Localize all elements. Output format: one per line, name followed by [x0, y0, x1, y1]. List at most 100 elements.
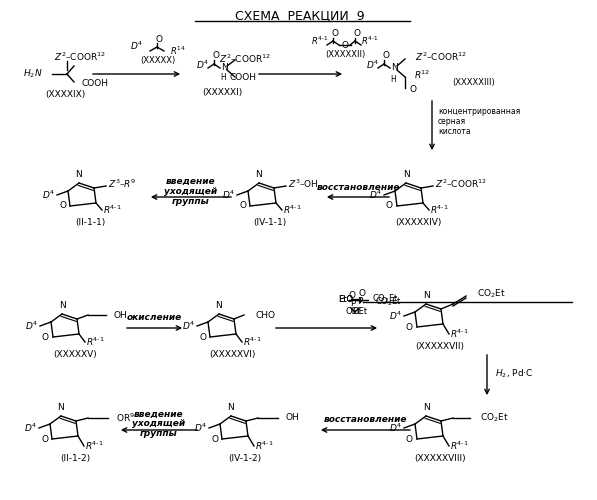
Text: CO$_2$Et: CO$_2$Et — [372, 292, 399, 305]
Text: $D^4$: $D^4$ — [389, 422, 402, 434]
Text: (II-1-1): (II-1-1) — [75, 218, 105, 226]
Text: O: O — [406, 434, 413, 444]
Text: CO$_2$Et: CO$_2$Et — [477, 288, 506, 300]
Text: H: H — [390, 74, 396, 84]
Text: $R^{12}$: $R^{12}$ — [414, 69, 430, 81]
Text: (XXXXXVII): (XXXXXVII) — [416, 342, 464, 350]
Text: O: O — [59, 202, 66, 210]
Text: OH: OH — [113, 310, 127, 320]
Text: N: N — [256, 170, 262, 179]
Text: O: O — [383, 52, 389, 60]
Text: OEt: OEt — [346, 308, 361, 316]
Text: $R^{4\text{-}1}$: $R^{4\text{-}1}$ — [450, 440, 469, 452]
Text: (IV-1-2): (IV-1-2) — [229, 454, 261, 462]
Text: (XXXXXII): (XXXXXII) — [325, 50, 365, 59]
Text: O: O — [155, 34, 162, 43]
Text: COOH: COOH — [82, 78, 109, 88]
Text: (XXXXXVIII): (XXXXXVIII) — [414, 454, 466, 462]
Text: $Z^2$–COOR$^{12}$: $Z^2$–COOR$^{12}$ — [415, 51, 467, 63]
Text: $D^4$: $D^4$ — [366, 59, 379, 71]
Text: O: O — [341, 40, 349, 50]
Text: $R^{4\text{-}1}$: $R^{4\text{-}1}$ — [85, 440, 104, 452]
Text: N: N — [221, 64, 227, 72]
Text: (XXXXIX): (XXXXIX) — [45, 90, 85, 100]
Text: $Z^3$–$R^9$: $Z^3$–$R^9$ — [108, 178, 136, 190]
Text: группы: группы — [140, 430, 178, 438]
Text: H: H — [220, 74, 226, 82]
Text: введение: введение — [166, 176, 216, 186]
Text: $Z^2$–COOR$^{12}$: $Z^2$–COOR$^{12}$ — [435, 178, 487, 190]
Text: (XXXXXIV): (XXXXXIV) — [395, 218, 441, 226]
Text: $R^{4\text{-}1}$: $R^{4\text{-}1}$ — [255, 440, 273, 452]
Text: OEt: OEt — [352, 308, 368, 316]
Text: серная: серная — [438, 118, 466, 126]
Text: P: P — [358, 298, 363, 306]
Text: $D^4$: $D^4$ — [24, 422, 37, 434]
Text: O: O — [353, 30, 361, 38]
Text: $R^{4\text{-}1}$: $R^{4\text{-}1}$ — [283, 204, 301, 216]
Text: (XXXXXVI): (XXXXXVI) — [209, 350, 255, 358]
Text: CO$_2$Et: CO$_2$Et — [480, 412, 509, 424]
Text: O: O — [331, 30, 338, 38]
Text: N: N — [76, 170, 82, 179]
Text: $R^{4\text{-}1}$: $R^{4\text{-}1}$ — [311, 35, 329, 47]
Text: CO$_2$Et: CO$_2$Et — [375, 296, 402, 308]
Text: $Z^2$–COOR$^{12}$: $Z^2$–COOR$^{12}$ — [54, 51, 106, 63]
Text: N: N — [216, 301, 222, 310]
Text: $D^4$: $D^4$ — [196, 59, 210, 71]
Text: (XXXXX): (XXXXX) — [140, 56, 176, 66]
Text: N: N — [227, 403, 235, 412]
Text: (XXXXXI): (XXXXXI) — [202, 88, 242, 98]
Text: EtO: EtO — [338, 294, 353, 304]
Text: P: P — [350, 298, 356, 308]
Text: $D^4$: $D^4$ — [42, 189, 55, 201]
Text: O: O — [41, 434, 48, 444]
Text: $D^4$: $D^4$ — [389, 310, 402, 322]
Text: COOH: COOH — [229, 72, 257, 82]
Text: $R^{14}$: $R^{14}$ — [170, 45, 186, 57]
Text: восстановление: восстановление — [323, 416, 407, 424]
Text: N: N — [391, 64, 398, 72]
Text: N: N — [402, 170, 410, 179]
Text: СХЕМА  РЕАКЦИИ  9: СХЕМА РЕАКЦИИ 9 — [235, 10, 365, 22]
Text: N: N — [423, 403, 429, 412]
Text: $Z^2$–COOR$^{12}$: $Z^2$–COOR$^{12}$ — [219, 53, 271, 65]
Text: N: N — [423, 291, 429, 300]
Text: (II-1-2): (II-1-2) — [60, 454, 90, 462]
Text: N: N — [59, 301, 66, 310]
Text: $R^{4\text{-}1}$: $R^{4\text{-}1}$ — [86, 336, 104, 348]
Text: кислота: кислота — [438, 128, 470, 136]
Text: $D^4$: $D^4$ — [194, 422, 207, 434]
Text: (XXXXXV): (XXXXXV) — [53, 350, 97, 358]
Text: O: O — [386, 202, 393, 210]
Text: OR$^9$: OR$^9$ — [116, 412, 135, 424]
Text: O: O — [199, 332, 206, 342]
Text: $H_2$, Pd·C: $H_2$, Pd·C — [495, 368, 534, 380]
Text: уходящей: уходящей — [133, 420, 186, 428]
Text: $R^{4\text{-}1}$: $R^{4\text{-}1}$ — [361, 35, 378, 47]
Text: O: O — [42, 332, 49, 342]
Text: восстановление: восстановление — [316, 184, 400, 192]
Text: концентрированная: концентрированная — [438, 108, 520, 116]
Text: введение: введение — [134, 410, 184, 418]
Text: O: O — [349, 292, 355, 300]
Text: N: N — [58, 403, 64, 412]
Text: O: O — [211, 434, 218, 444]
Text: $D^4$: $D^4$ — [181, 320, 195, 332]
Text: O: O — [239, 202, 246, 210]
Text: $Z^3$–OH: $Z^3$–OH — [288, 178, 319, 190]
Text: (XXXXXIII): (XXXXXIII) — [452, 78, 495, 86]
Text: $D^4$: $D^4$ — [24, 320, 38, 332]
Text: CHO: CHO — [255, 310, 275, 320]
Text: $R^{4\text{-}1}$: $R^{4\text{-}1}$ — [430, 204, 449, 216]
Text: уходящей: уходящей — [164, 186, 217, 196]
Text: $R^{4\text{-}1}$: $R^{4\text{-}1}$ — [243, 336, 261, 348]
Text: $D^4$: $D^4$ — [130, 40, 143, 52]
Text: O: O — [359, 290, 365, 298]
Text: O: O — [406, 322, 413, 332]
Text: EtO: EtO — [338, 294, 353, 304]
Text: OH: OH — [286, 414, 300, 422]
Text: окисление: окисление — [127, 314, 181, 322]
Text: $D^4$: $D^4$ — [369, 189, 382, 201]
Text: $R^{4\text{-}1}$: $R^{4\text{-}1}$ — [103, 204, 122, 216]
